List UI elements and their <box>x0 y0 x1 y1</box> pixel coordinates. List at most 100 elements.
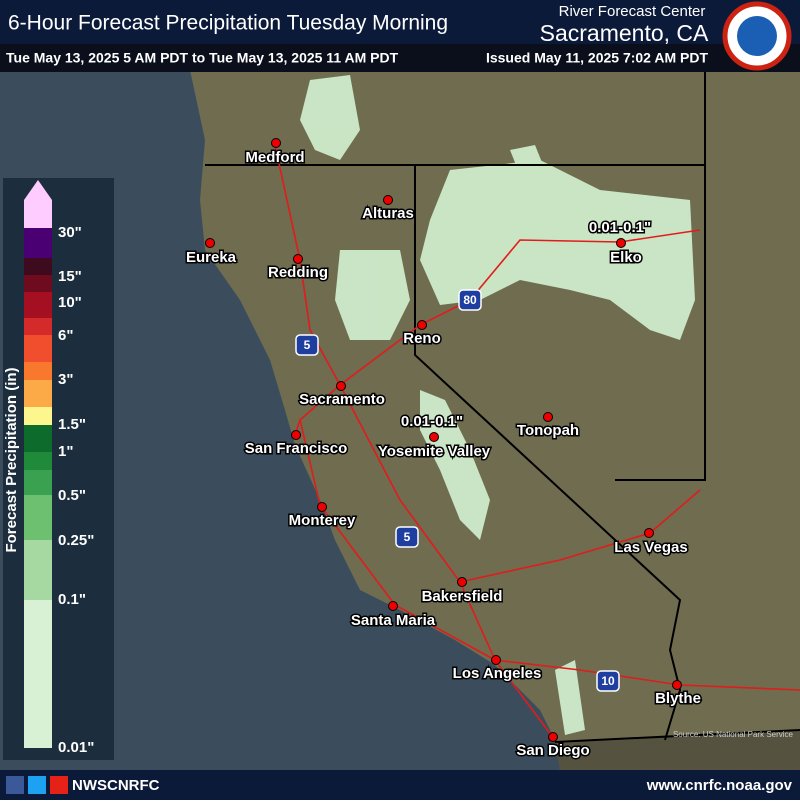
city-label: Monterey <box>289 512 356 529</box>
city-label: Blythe <box>655 690 701 707</box>
highway-line <box>299 419 496 661</box>
highway-line <box>459 489 701 583</box>
city-label: San Francisco <box>245 440 348 457</box>
city-label: Los Angeles <box>453 665 542 682</box>
city-dot <box>293 254 303 264</box>
title: 6-Hour Forecast Precipitation Tuesday Mo… <box>8 12 448 35</box>
legend-title: Forecast Precipitation (in) <box>3 367 20 552</box>
highway-number: 80 <box>463 293 477 307</box>
highway-line <box>274 144 342 436</box>
legend-band <box>24 292 52 318</box>
center-name: River Forecast Center <box>559 3 706 20</box>
city-dot <box>388 601 398 611</box>
legend-band <box>24 495 52 540</box>
city-dot <box>205 238 215 248</box>
state-border <box>615 70 706 481</box>
legend-band <box>24 362 52 380</box>
city-label: Santa Maria <box>351 612 436 629</box>
city-label: Alturas <box>362 205 414 222</box>
city-label: Eureka <box>186 249 237 266</box>
legend-band <box>24 275 52 292</box>
highway-shield <box>295 334 319 356</box>
city-label: Tonopah <box>517 422 579 439</box>
legend-label: 3" <box>58 371 73 388</box>
precip-area <box>555 660 585 735</box>
city-dot <box>383 195 393 205</box>
city-label: Medford <box>245 149 304 166</box>
legend-band <box>24 540 52 600</box>
city-label: Sacramento <box>299 391 385 408</box>
borders <box>205 70 800 743</box>
city-dot <box>457 577 467 587</box>
legend-band <box>24 228 52 258</box>
precip-area <box>335 250 410 340</box>
footer-bar <box>0 770 800 800</box>
city-dot <box>417 320 427 330</box>
website[interactable]: www.cnrfc.noaa.gov <box>646 777 793 794</box>
legend-band <box>24 407 52 425</box>
highway-shield <box>458 289 482 311</box>
highway-number: 5 <box>404 530 411 544</box>
city-dot <box>317 502 327 512</box>
office-name: Sacramento, CA <box>540 20 709 46</box>
city-label: Reno <box>403 330 441 347</box>
highway-line <box>494 659 800 691</box>
city-dot <box>429 432 439 442</box>
city-label: Las Vegas <box>614 539 687 556</box>
legend-label: 0.5" <box>58 487 86 504</box>
legend-label: 0.25" <box>58 532 94 549</box>
legend-box <box>3 178 114 760</box>
valid-time: Tue May 13, 2025 5 AM PDT to Tue May 13,… <box>6 50 399 66</box>
legend-band <box>24 380 52 407</box>
subheader-bar <box>0 44 800 72</box>
city-label: Elko <box>610 249 642 266</box>
city-dot <box>616 238 626 248</box>
city-dot <box>271 138 281 148</box>
city-label: Redding <box>268 264 328 281</box>
source: Source: US National Park Service <box>673 730 794 739</box>
city-label: Bakersfield <box>422 588 503 605</box>
highway-number: 5 <box>304 338 311 352</box>
legend-label: 0.1" <box>58 591 86 608</box>
issued-time: Issued May 11, 2025 7:02 AM PDT <box>486 50 708 66</box>
city-dot <box>672 680 682 690</box>
facebook-icon[interactable] <box>6 776 24 794</box>
legend-label: 0.01" <box>58 739 94 756</box>
highway-shield <box>596 670 620 692</box>
precip-annotation: 0.01-0.1" <box>401 413 463 430</box>
precip-area <box>300 75 360 160</box>
legend-band <box>24 600 52 748</box>
city-dot <box>644 528 654 538</box>
city-dot <box>336 381 346 391</box>
legend-label: 30" <box>58 224 82 241</box>
city-dot <box>291 430 301 440</box>
state-border <box>414 165 682 741</box>
highway-shield <box>395 526 419 548</box>
city-label: Yosemite Valley <box>378 443 491 460</box>
precip-area <box>420 160 695 340</box>
legend-label: 1.5" <box>58 416 86 433</box>
twitter-icon[interactable] <box>28 776 46 794</box>
social-handle[interactable]: NWSCNRFC <box>72 777 160 794</box>
city-dot <box>548 732 558 742</box>
state-border <box>554 729 800 743</box>
legend-band <box>24 425 52 452</box>
header-bar <box>0 0 800 44</box>
legend-arrow <box>24 180 52 228</box>
legend-band <box>24 452 52 470</box>
legend-band <box>24 258 52 275</box>
nws-logo-inner <box>737 16 777 56</box>
legend-band <box>24 335 52 362</box>
precip-area <box>510 145 545 175</box>
legend-label: 1" <box>58 443 73 460</box>
highway-line <box>339 229 701 386</box>
city-dot <box>491 655 501 665</box>
legend-band <box>24 470 52 495</box>
youtube-icon[interactable] <box>50 776 68 794</box>
legend-label: 15" <box>58 268 82 285</box>
legend-label: 10" <box>58 294 82 311</box>
precip-area <box>420 390 490 540</box>
precip-annotation: 0.01-0.1" <box>589 219 651 236</box>
city-dot <box>543 412 553 422</box>
